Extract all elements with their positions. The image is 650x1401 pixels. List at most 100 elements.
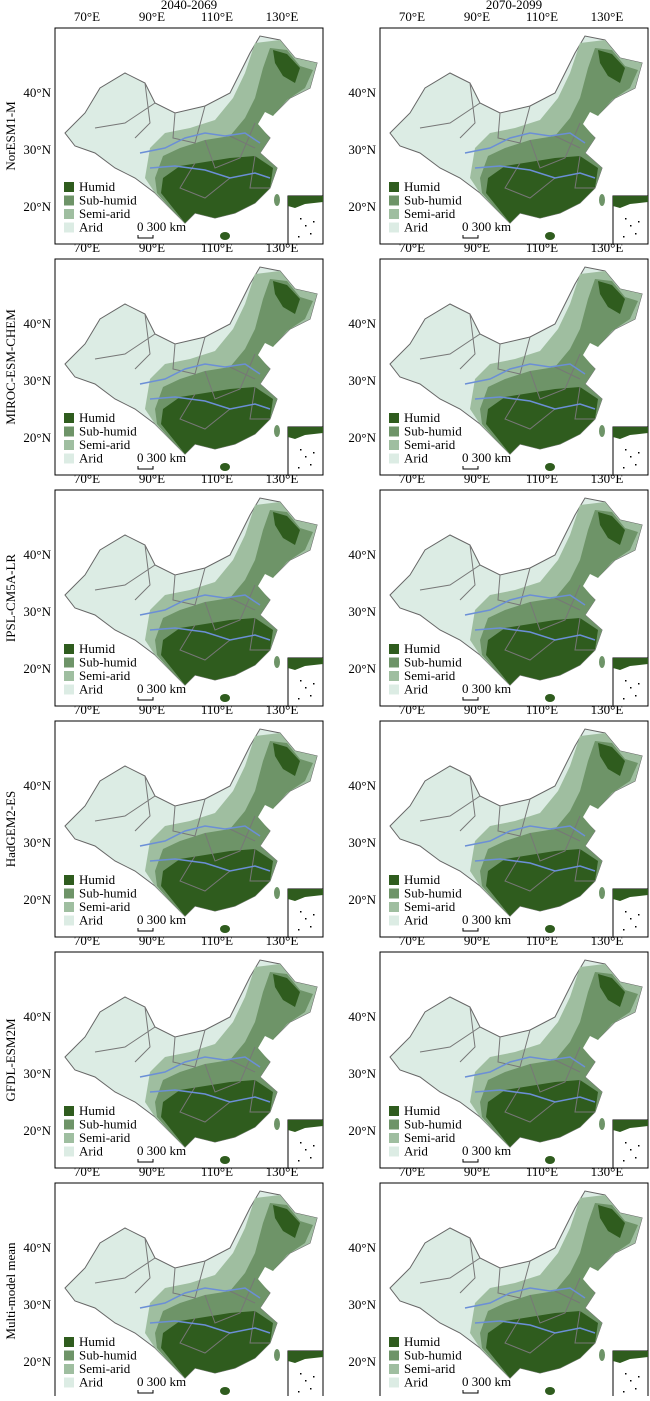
legend-label: Sub-humid bbox=[79, 192, 137, 207]
legend-label: Semi-arid bbox=[404, 668, 456, 683]
inset-island bbox=[623, 929, 625, 931]
x-tick-label: 70°E bbox=[74, 702, 100, 717]
inset-island bbox=[298, 1391, 300, 1393]
legend-label: Sub-humid bbox=[404, 654, 462, 669]
province-borders bbox=[94, 544, 270, 661]
map-panel: 70°E 90°E 110°E 130°E 40°N 30°N 20°N HumidSub-h… bbox=[23, 9, 324, 245]
y-tick-label: 20°N bbox=[23, 1123, 51, 1138]
y-tick-label: 30°N bbox=[23, 1297, 51, 1312]
legend-swatch bbox=[64, 222, 74, 233]
y-tick-label: 20°N bbox=[348, 661, 376, 676]
inset-island bbox=[310, 464, 312, 466]
inset-island bbox=[625, 1142, 627, 1144]
x-tick-label: 130°E bbox=[591, 240, 624, 255]
inset-island bbox=[313, 452, 315, 454]
legend-swatch bbox=[389, 875, 399, 885]
legend-swatch bbox=[389, 657, 399, 668]
province-borders bbox=[94, 313, 270, 430]
legend-swatch bbox=[64, 915, 74, 926]
y-tick-label: 40°N bbox=[348, 778, 376, 793]
x-tick-label: 130°E bbox=[266, 240, 299, 255]
map-panel: 70°E 90°E 110°E 130°E 40°N 30°N 20°N HumidSub-h… bbox=[348, 933, 649, 1169]
legend-label: Humid bbox=[404, 872, 441, 887]
inset-island bbox=[298, 467, 300, 469]
legend-swatch bbox=[64, 426, 74, 437]
scale-bar bbox=[137, 697, 154, 701]
row-label: IPSL-CM5A-LR bbox=[3, 554, 18, 642]
x-tick-label: 70°E bbox=[399, 933, 425, 948]
hainan bbox=[545, 1387, 555, 1395]
legend-swatch bbox=[64, 902, 74, 912]
y-tick-label: 40°N bbox=[348, 547, 376, 562]
x-tick-label: 130°E bbox=[591, 933, 624, 948]
region-humid bbox=[161, 50, 300, 223]
legend-label: Humid bbox=[79, 410, 116, 425]
taiwan bbox=[274, 1118, 280, 1130]
region-humid bbox=[161, 1205, 300, 1378]
rivers bbox=[139, 132, 271, 179]
x-tick-label: 130°E bbox=[591, 471, 624, 486]
inset-island bbox=[305, 225, 307, 227]
legend-swatch bbox=[389, 644, 399, 654]
y-tick-label: 20°N bbox=[348, 892, 376, 907]
inset-island bbox=[638, 452, 640, 454]
y-tick-label: 20°N bbox=[23, 430, 51, 445]
x-tick-label: 70°E bbox=[399, 1164, 425, 1179]
legend-label: Sub-humid bbox=[404, 423, 462, 438]
inset-island bbox=[635, 464, 637, 466]
inset-island bbox=[310, 233, 312, 235]
legend-swatch bbox=[64, 671, 74, 681]
inset-island bbox=[305, 1380, 307, 1382]
x-tick-label: 130°E bbox=[266, 471, 299, 486]
legend-label: Humid bbox=[79, 179, 116, 194]
inset-island bbox=[310, 926, 312, 928]
y-tick-label: 30°N bbox=[348, 373, 376, 388]
legend-swatch bbox=[64, 1350, 74, 1361]
inset-map bbox=[613, 658, 648, 670]
taiwan bbox=[599, 656, 605, 668]
legend-label: Humid bbox=[79, 1103, 116, 1118]
region-humid bbox=[161, 281, 300, 454]
scale-bar bbox=[462, 697, 479, 701]
x-tick-label: 110°E bbox=[201, 9, 233, 24]
taiwan bbox=[599, 1349, 605, 1361]
legend-label: Semi-arid bbox=[79, 668, 131, 683]
inset-map bbox=[288, 427, 323, 439]
map-panel: 70°E 90°E 110°E 130°E 40°N 30°N 20°N HumidSub-h… bbox=[23, 702, 324, 938]
legend-swatch bbox=[389, 209, 399, 219]
x-tick-label: 70°E bbox=[399, 240, 425, 255]
inset-island bbox=[625, 911, 627, 913]
region-humid bbox=[161, 512, 300, 685]
rivers bbox=[464, 825, 596, 872]
legend-swatch bbox=[389, 182, 399, 192]
legend-swatch bbox=[389, 440, 399, 450]
legend-swatch bbox=[389, 453, 399, 464]
inset-island bbox=[313, 683, 315, 685]
y-tick-label: 20°N bbox=[23, 661, 51, 676]
legend-swatch bbox=[389, 426, 399, 437]
x-tick-label: 90°E bbox=[464, 471, 490, 486]
legend-label: Sub-humid bbox=[404, 1116, 462, 1131]
legend-label: Arid bbox=[404, 450, 428, 465]
legend-label: Arid bbox=[404, 219, 428, 234]
x-tick-label: 90°E bbox=[464, 9, 490, 24]
inset-island bbox=[638, 221, 640, 223]
inset-island bbox=[623, 698, 625, 700]
row-label: GFDL-ESM2M bbox=[3, 1018, 18, 1102]
legend-swatch bbox=[64, 1146, 74, 1157]
inset-island bbox=[310, 1157, 312, 1159]
legend-label: Sub-humid bbox=[79, 1116, 137, 1131]
inset-frame bbox=[612, 1119, 649, 1169]
inset-island bbox=[630, 225, 632, 227]
inset-island bbox=[635, 1388, 637, 1390]
inset-island bbox=[300, 1142, 302, 1144]
x-tick-label: 90°E bbox=[464, 702, 490, 717]
rivers bbox=[464, 594, 596, 641]
y-tick-label: 20°N bbox=[348, 1354, 376, 1369]
x-tick-label: 70°E bbox=[74, 1164, 100, 1179]
inset-island bbox=[635, 926, 637, 928]
hainan bbox=[220, 232, 230, 240]
inset-island bbox=[623, 1160, 625, 1162]
legend-label: Semi-arid bbox=[79, 1361, 131, 1376]
